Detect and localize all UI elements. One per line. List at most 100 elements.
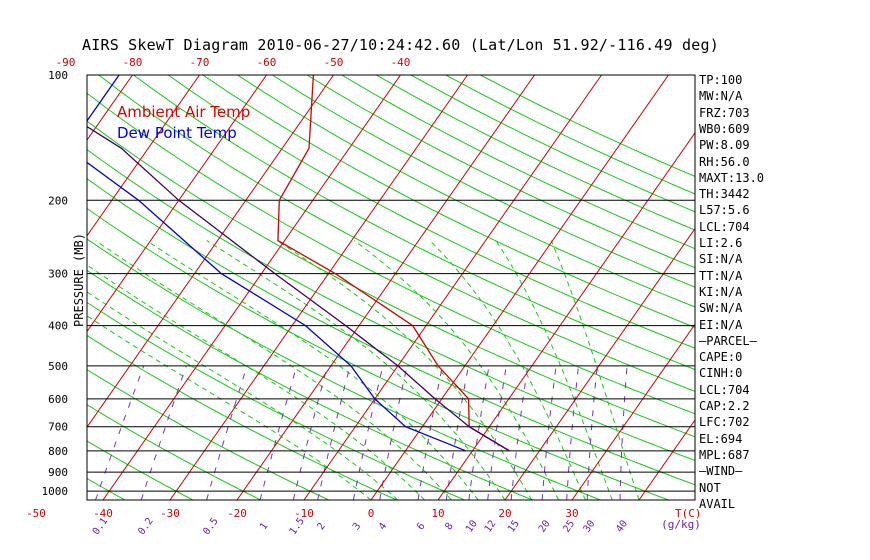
dry-adiabat bbox=[237, 75, 695, 308]
mixing-ratio-line bbox=[487, 365, 507, 500]
isotherm bbox=[236, 75, 535, 500]
pressure-tick-label: 500 bbox=[48, 360, 68, 373]
moist-adiabat bbox=[276, 240, 533, 500]
dry-adiabat bbox=[376, 75, 695, 231]
pressure-tick-label: 300 bbox=[48, 268, 68, 281]
mixing-ratio-tick-label: 10 bbox=[464, 518, 480, 534]
moist-adiabat bbox=[354, 240, 560, 500]
index-value: SW:N/A bbox=[699, 301, 743, 316]
bottom-temp-tick-label: 20 bbox=[498, 507, 511, 520]
top-temp-tick-label: -60 bbox=[257, 56, 277, 69]
mixing-ratio-tick-label: 4 bbox=[377, 521, 389, 532]
index-value: LI:2.6 bbox=[699, 236, 743, 250]
mixing-ratio-tick-label: 40 bbox=[614, 518, 630, 534]
index-value: AVAIL bbox=[699, 496, 736, 511]
top-temp-tick-label: -90 bbox=[56, 56, 76, 69]
mixing-ratio-line bbox=[140, 365, 187, 500]
mixing-ratio-line bbox=[619, 365, 628, 500]
dry-adiabat bbox=[87, 148, 695, 462]
index-value: RH:56.0 bbox=[699, 154, 750, 169]
pressure-tick-label: 100 bbox=[48, 69, 68, 82]
index-value: EL:694 bbox=[699, 431, 743, 446]
mixing-ratio-line bbox=[586, 365, 598, 500]
moist-adiabat bbox=[87, 315, 372, 500]
mixing-ratio-tick-label: 12 bbox=[483, 519, 499, 535]
index-value: TT:N/A bbox=[699, 268, 743, 283]
plot-area bbox=[87, 75, 695, 500]
index-value: SI:N/A bbox=[699, 252, 743, 267]
dry-adiabat bbox=[410, 75, 695, 213]
isotherm bbox=[87, 75, 267, 333]
mixing-ratio-tick-label: 20 bbox=[537, 518, 553, 534]
bottom-temp-tick-label: -40 bbox=[93, 507, 113, 520]
mixing-ratio-tick-label: 2 bbox=[315, 521, 327, 532]
pressure-tick-label: 800 bbox=[48, 445, 68, 458]
bottom-temp-tick-label: -30 bbox=[160, 507, 180, 520]
plot-frame bbox=[86, 74, 696, 501]
isotherm bbox=[87, 75, 200, 237]
mixing-ratio-tick-label: 6 bbox=[415, 521, 427, 532]
temp-unit-label: T(C) bbox=[675, 507, 702, 520]
top-temp-tick-label: -40 bbox=[391, 56, 411, 69]
legend-entry: Dew Point Temp bbox=[117, 124, 237, 142]
index-value: —WIND— bbox=[699, 464, 743, 479]
pressure-tick-label: 700 bbox=[48, 421, 68, 434]
moist-adiabat bbox=[206, 240, 506, 500]
dry-adiabat bbox=[87, 269, 533, 500]
mixing-ratio-line bbox=[417, 365, 443, 500]
mixing-ratio-line bbox=[317, 365, 351, 500]
mixing-ratio-tick-label: 15 bbox=[506, 518, 522, 534]
pressure-tick-label: 600 bbox=[48, 393, 68, 406]
mixing-ratio-line bbox=[510, 365, 529, 500]
mixing-ratio-tick-label: 8 bbox=[443, 521, 455, 532]
mixing-ratio-tick-label: 25 bbox=[561, 519, 577, 535]
top-temp-tick-label: -50 bbox=[324, 56, 344, 69]
mixing-ratio-tick-label: 30 bbox=[582, 518, 598, 534]
index-value: CAP:2.2 bbox=[699, 399, 750, 413]
index-value: TP:100 bbox=[699, 73, 743, 87]
pressure-tick-label: 1000 bbox=[42, 485, 69, 498]
dry-adiabat bbox=[202, 75, 695, 328]
profile-line bbox=[277, 75, 510, 452]
isotherm bbox=[370, 75, 669, 500]
mixing-ratio-line bbox=[541, 365, 557, 500]
mixing-ratio-line bbox=[259, 365, 298, 500]
index-value: MW:N/A bbox=[699, 89, 743, 104]
pressure-tick-label: 900 bbox=[48, 466, 68, 479]
y-axis-label: PRESSURE (MB) bbox=[72, 233, 86, 327]
isotherm bbox=[102, 75, 401, 500]
index-value: WB0:609 bbox=[699, 121, 750, 136]
mixing-ratio-tick-label: 1 bbox=[258, 521, 270, 532]
isotherm bbox=[169, 75, 468, 500]
dry-adiabat bbox=[133, 75, 695, 371]
index-value: —PARCEL— bbox=[699, 333, 757, 348]
mixing-ratio-line bbox=[445, 365, 469, 500]
chart-title: AIRS SkewT Diagram 2010-06-27/10:24:42.6… bbox=[82, 36, 719, 54]
index-value: MAXT:13.0 bbox=[699, 170, 765, 185]
index-value: CINH:0 bbox=[699, 366, 743, 381]
index-value: EI:N/A bbox=[699, 317, 743, 332]
top-temp-tick-label: -70 bbox=[190, 56, 210, 69]
bottom-temp-tick-label: -20 bbox=[227, 507, 247, 520]
legend-entry: Ambient Air Temp bbox=[117, 103, 250, 121]
index-value: KI:N/A bbox=[699, 284, 743, 299]
index-value: NOT bbox=[699, 480, 721, 495]
mixing-ratio-line bbox=[566, 365, 579, 500]
mixing-ratio-tick-label: 3 bbox=[351, 521, 363, 532]
dry-adiabat bbox=[341, 75, 695, 250]
index-value: LCL:704 bbox=[699, 382, 750, 397]
dry-adiabat bbox=[480, 75, 695, 177]
moist-adiabat bbox=[146, 240, 479, 500]
index-value: LFC:702 bbox=[699, 415, 750, 430]
mixing-ratio-tick-label: 0.5 bbox=[201, 516, 220, 537]
moist-adiabat bbox=[87, 291, 399, 500]
isotherm bbox=[303, 75, 602, 500]
dry-adiabat bbox=[98, 75, 695, 392]
isotherm bbox=[638, 419, 695, 500]
moist-adiabat bbox=[495, 240, 613, 500]
index-value: PW:8.09 bbox=[699, 138, 750, 153]
dry-adiabat bbox=[167, 75, 695, 349]
dry-adiabat bbox=[87, 178, 695, 486]
dry-adiabat bbox=[87, 207, 669, 500]
